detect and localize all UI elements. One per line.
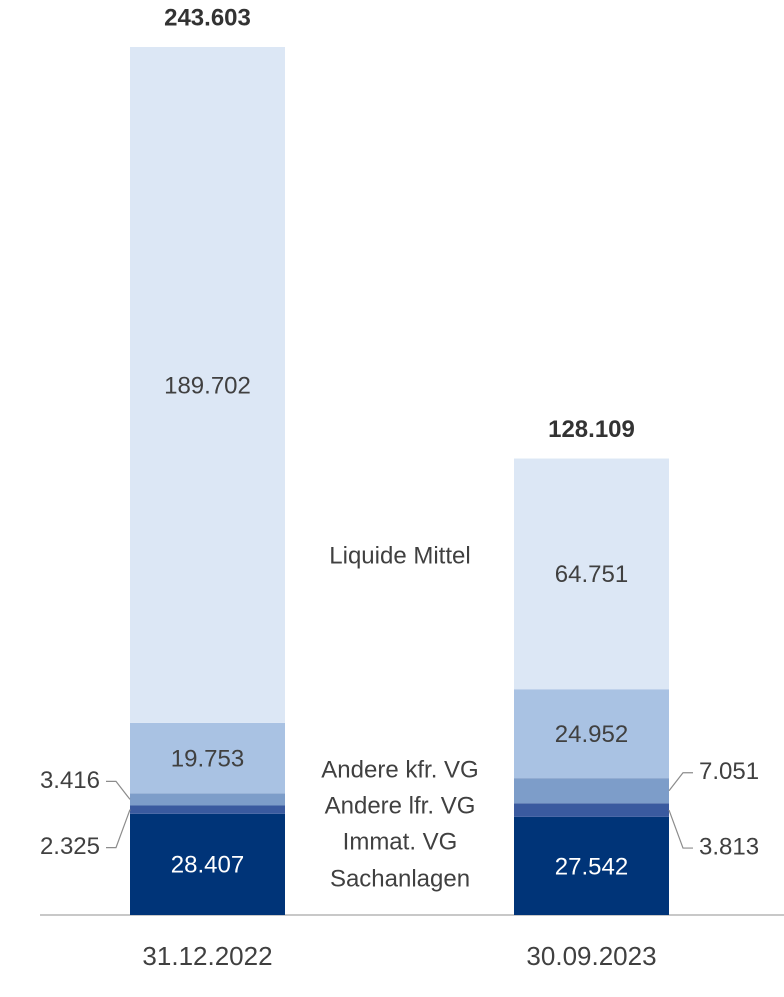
- legend-label: Andere lfr. VG: [325, 792, 476, 819]
- total-label: 128.109: [548, 416, 635, 443]
- bar-segment: [130, 793, 285, 806]
- value-label: 3.813: [699, 833, 759, 860]
- bar-segment: [514, 778, 669, 804]
- value-label: 7.051: [699, 758, 759, 785]
- legend-label: Andere kfr. VG: [321, 756, 478, 783]
- bar-segment: [130, 805, 285, 814]
- leader-line: [668, 809, 693, 849]
- bar-segment: [514, 816, 669, 915]
- value-label: 189.702: [164, 372, 251, 399]
- bar-segment: [514, 803, 669, 817]
- legend-label: Immat. VG: [343, 828, 458, 855]
- bar-segment: [130, 47, 285, 723]
- value-label: 28.407: [171, 852, 244, 879]
- leader-line: [106, 780, 131, 800]
- leader-line: [668, 772, 693, 792]
- value-label: 3.416: [40, 767, 100, 794]
- value-label: 2.325: [40, 833, 100, 860]
- value-label: 27.542: [555, 853, 628, 880]
- bar-segment: [514, 458, 669, 690]
- legend-label: Sachanlagen: [330, 865, 470, 892]
- total-label: 243.603: [164, 4, 251, 31]
- leader-line: [106, 809, 131, 849]
- bar-segment: [130, 722, 285, 794]
- value-label: 19.753: [171, 745, 244, 772]
- x-tick-label: 31.12.2022: [142, 941, 272, 971]
- value-label: 64.751: [555, 561, 628, 588]
- legend-label: Liquide Mittel: [329, 542, 470, 569]
- bar-segment: [514, 689, 669, 779]
- bar-segment: [130, 813, 285, 915]
- value-label: 24.952: [555, 721, 628, 748]
- x-tick-label: 30.09.2023: [526, 941, 656, 971]
